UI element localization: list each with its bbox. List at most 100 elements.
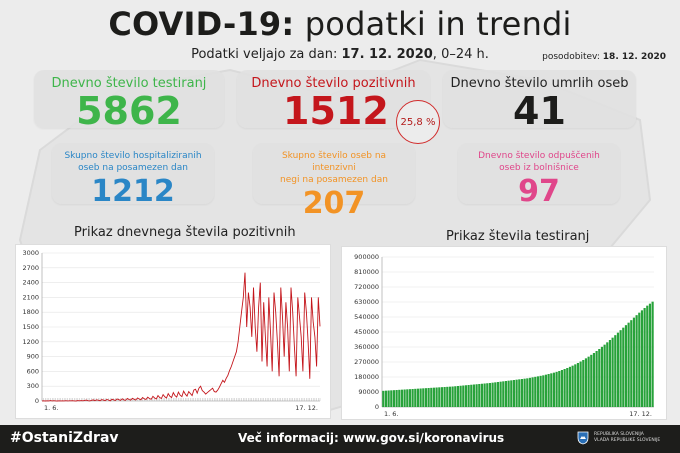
y-tick-label: 1200 — [22, 338, 39, 346]
test-bar — [414, 388, 417, 407]
test-bar — [643, 308, 646, 407]
gov-line1: REPUBLIKA SLOVENIJA — [594, 432, 644, 437]
test-bar — [622, 327, 625, 407]
test-bar — [528, 377, 532, 407]
test-bar — [419, 388, 422, 407]
test-bar — [566, 368, 569, 407]
card-daily-deaths: Dnevno število umrlih oseb 41 — [443, 70, 636, 131]
test-bar — [504, 381, 508, 407]
updated-date: 18. 12. 2020 — [602, 52, 666, 62]
test-bar — [539, 375, 542, 407]
card-icu-value: 207 — [302, 186, 366, 221]
test-bar — [595, 351, 598, 407]
positive-chart-title: Prikaz dnevnega števila pozitivnih — [74, 225, 296, 240]
test-bar — [464, 385, 468, 407]
test-bar — [510, 380, 513, 407]
test-bar — [571, 365, 574, 407]
test-bar — [520, 379, 524, 407]
test-bar — [603, 344, 606, 407]
test-bar — [536, 376, 540, 407]
test-bar — [382, 390, 385, 407]
tests-chart-svg: 9000008100007200006300005400004500003600… — [354, 253, 654, 418]
y-tick-label: 450000 — [354, 328, 379, 336]
card-released-label-line2: oseb iz bolnišnice — [499, 163, 579, 173]
updated-label: posodobitev: — [542, 52, 600, 62]
government-logo: REPUBLIKA SLOVENIJA VLADA REPUBLIKE SLOV… — [577, 431, 660, 445]
test-bar — [480, 383, 484, 407]
test-bar — [507, 380, 510, 407]
test-bar — [598, 349, 601, 407]
test-bar — [606, 342, 609, 407]
y-tick-label: 300 — [27, 382, 39, 390]
test-bar — [392, 390, 396, 407]
test-bar — [518, 379, 521, 407]
card-hospitalized: Skupno število hospitaliziranih oseb na … — [52, 143, 214, 208]
positive-cases-line — [41, 272, 321, 402]
test-bar — [398, 389, 401, 407]
test-bar — [488, 383, 492, 407]
coat-of-arms-icon — [577, 431, 589, 445]
test-bar — [467, 385, 470, 407]
test-bar — [395, 390, 398, 407]
test-bar — [403, 389, 406, 407]
tests-chart-title: Prikaz števila testiranj — [446, 229, 590, 244]
time-range: 0–24 h. — [441, 47, 489, 62]
y-tick-label: 2100 — [22, 293, 39, 301]
card-hospitalized-value: 1212 — [91, 174, 175, 209]
positive-chart-svg: 300027002400210018001500120090060030001.… — [22, 249, 321, 412]
test-bar — [472, 384, 476, 407]
test-bar — [523, 378, 526, 407]
y-tick-label: 2700 — [22, 264, 39, 272]
more-info-link[interactable]: Več informacij: www.gov.si/koronavirus — [238, 431, 505, 445]
test-bar — [611, 337, 614, 407]
date-prefix: Podatki veljajo za dan: — [191, 47, 338, 62]
test-bar — [584, 358, 588, 407]
test-bar — [427, 388, 430, 407]
y-tick-label: 2400 — [22, 279, 39, 287]
test-bar — [483, 383, 486, 407]
test-bar — [446, 386, 449, 407]
test-bar — [640, 310, 644, 407]
card-hospitalized-label-line1: Skupno število hospitaliziranih — [64, 151, 202, 161]
test-bar — [646, 305, 649, 407]
test-bar — [440, 387, 444, 407]
test-bar — [614, 335, 617, 407]
test-bar — [568, 366, 572, 407]
test-bar — [552, 372, 556, 407]
test-bar — [435, 387, 438, 407]
card-hospitalized-label: Skupno število hospitaliziranih oseb na … — [52, 150, 214, 174]
test-bar — [632, 317, 636, 407]
test-bar — [590, 354, 593, 407]
card-released: Dnevno število odpuščenih oseb iz bolniš… — [458, 143, 620, 208]
test-bar — [430, 387, 433, 407]
test-bar — [608, 340, 612, 407]
test-bar — [384, 390, 388, 407]
test-bar — [587, 356, 590, 407]
government-text: REPUBLIKA SLOVENIJA VLADA REPUBLIKE SLOV… — [594, 432, 660, 444]
y-tick-label: 540000 — [354, 313, 379, 321]
data-date-line: Podatki veljajo za dan: 17. 12. 2020, 0–… — [191, 47, 489, 62]
positive-chart: 3000 2700 2400 2100 1800 1500 1200 900 600 300 0 1.… — [15, 244, 331, 419]
y-tick-label: 1800 — [22, 308, 39, 316]
test-bar — [558, 371, 561, 407]
test-bar — [406, 389, 409, 407]
test-bar — [627, 322, 630, 407]
y-tick-label: 900 — [27, 353, 39, 361]
test-bar — [531, 377, 534, 407]
test-bar — [456, 386, 460, 407]
test-bar — [424, 388, 428, 407]
y-tick-label: 3000 — [22, 249, 39, 257]
test-bar — [448, 386, 452, 407]
test-bar — [638, 312, 641, 407]
y-tick-label: 630000 — [354, 298, 379, 306]
test-bar — [459, 385, 462, 407]
test-bar — [574, 364, 577, 407]
test-bar — [619, 330, 622, 407]
test-bar — [576, 363, 580, 407]
test-bar — [408, 389, 412, 407]
y-tick-label: 360000 — [354, 343, 379, 351]
test-bar — [416, 388, 420, 407]
y-tick-label: 600 — [27, 367, 39, 375]
card-hospitalized-label-line2: oseb na posamezen dan — [78, 163, 188, 173]
test-bar — [496, 382, 500, 407]
